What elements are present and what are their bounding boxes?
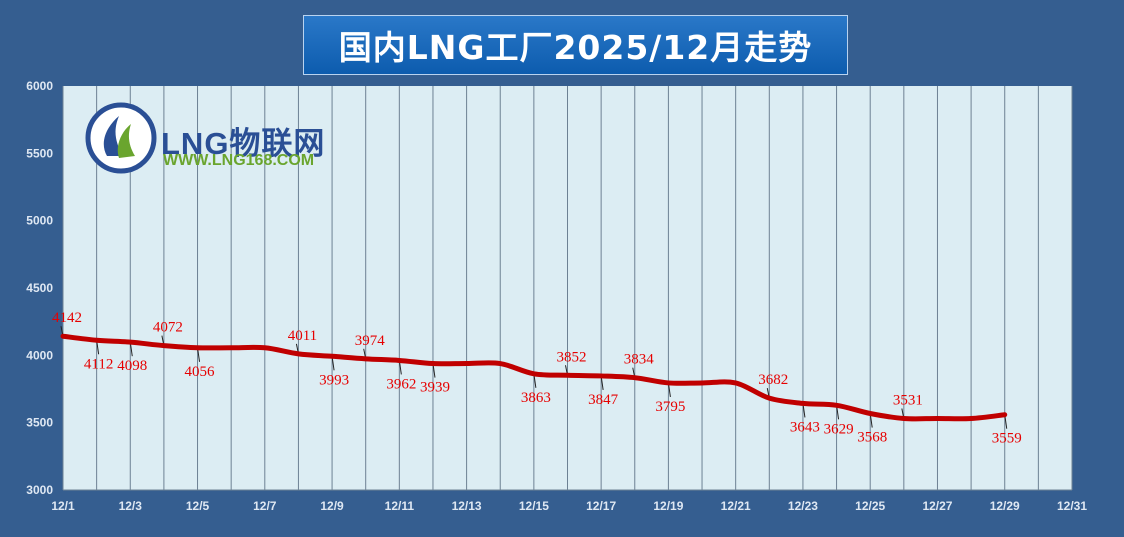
x-tick-label: 12/9 [320, 499, 344, 513]
data-label: 4142 [52, 310, 82, 326]
data-label: 3939 [420, 380, 450, 396]
data-label: 3559 [992, 431, 1022, 447]
price-line [60, 333, 1008, 422]
x-axis-labels: 12/1 12/3 12/5 12/7 12/9 12/11 12/13 12/15 12/17… [51, 499, 1087, 513]
data-label: 3568 [857, 430, 887, 446]
y-tick-label: 4500 [26, 281, 53, 295]
y-tick-label: 5500 [26, 146, 53, 160]
data-label: 3531 [893, 392, 923, 408]
x-tick-label: 12/13 [452, 499, 482, 513]
data-label: 3993 [319, 372, 349, 388]
x-tick-label: 12/27 [922, 499, 952, 513]
x-tick-label: 12/29 [990, 499, 1020, 513]
data-label: 4112 [84, 356, 113, 372]
y-tick-label: 4000 [26, 348, 53, 362]
data-label: 3863 [521, 390, 551, 406]
title-banner: 国内LNG工厂2025/12月走势 [303, 15, 848, 75]
x-tick-label: 12/7 [253, 499, 277, 513]
y-tick-label: 3500 [26, 416, 53, 430]
chart-title: 国内LNG工厂2025/12月走势 [338, 28, 813, 67]
data-label: 4011 [288, 328, 317, 344]
data-label: 3847 [588, 392, 619, 408]
x-tick-label: 12/19 [653, 499, 683, 513]
x-tick-label: 12/5 [186, 499, 210, 513]
x-tick-label: 12/3 [119, 499, 143, 513]
y-axis-labels: 3000 3500 4000 4500 5000 5500 6000 [26, 79, 53, 497]
data-label: 3795 [655, 399, 685, 415]
x-tick-label: 12/11 [385, 499, 415, 513]
data-label: 4072 [153, 320, 183, 336]
data-label: 3834 [624, 352, 655, 368]
data-labels: 4142 4112 4098 4072 4056 4011 3993 3974 3962 3939… [52, 310, 1022, 447]
lng-flame-icon [85, 102, 157, 174]
y-tick-label: 3000 [26, 483, 53, 497]
data-label: 4056 [185, 364, 216, 380]
x-tick-label: 12/17 [586, 499, 616, 513]
x-tick-label: 12/23 [788, 499, 818, 513]
data-label: 3682 [758, 372, 788, 388]
data-label: 3629 [824, 421, 854, 437]
data-label: 3962 [386, 376, 416, 392]
data-label: 3852 [557, 349, 587, 365]
logo-name: LNG物联网 [161, 126, 326, 161]
logo-url: WWW.LNG168.COM [163, 152, 315, 169]
x-tick-label: 12/25 [855, 499, 885, 513]
data-label: 4098 [117, 358, 147, 374]
y-tick-label: 6000 [26, 79, 53, 93]
data-label: 3974 [355, 333, 386, 349]
x-tick-label: 12/1 [51, 499, 75, 513]
x-tick-label: 12/21 [721, 499, 751, 513]
x-tick-label: 12/15 [519, 499, 549, 513]
x-tick-label: 12/31 [1057, 499, 1087, 513]
y-tick-label: 5000 [26, 214, 53, 228]
data-label: 3643 [790, 419, 820, 435]
logo: LNG物联网 WWW.LNG168.COM [85, 102, 365, 177]
